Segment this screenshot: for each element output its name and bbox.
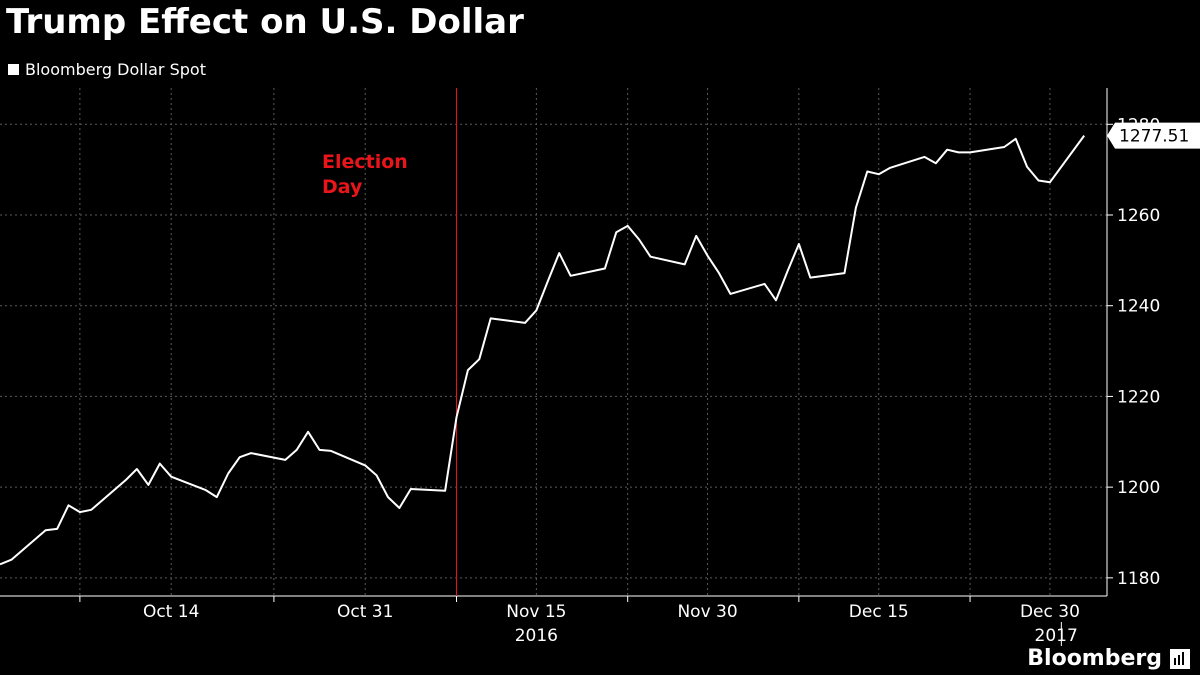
y-tick-label: 1220 [1117, 387, 1160, 407]
x-tick-label: Dec 30 [1020, 602, 1080, 622]
bloomberg-terminal-icon [1170, 648, 1190, 669]
chart-title: Trump Effect on U.S. Dollar [6, 2, 524, 42]
brand-logo: Bloomberg [1027, 646, 1190, 671]
x-tick-label: Oct 31 [337, 602, 393, 622]
legend-label: Bloomberg Dollar Spot [25, 60, 206, 79]
x-tick-label: Dec 15 [849, 602, 909, 622]
y-tick-label: 1240 [1117, 297, 1160, 317]
x-year-label: 2017 [1035, 626, 1078, 646]
y-tick-label: 1180 [1117, 569, 1160, 589]
x-tick-label: Nov 30 [677, 602, 737, 622]
legend-swatch [8, 64, 19, 75]
y-tick-label: 1260 [1117, 206, 1160, 226]
y-tick-label: 1200 [1117, 478, 1160, 498]
x-tick-label: Nov 15 [506, 602, 566, 622]
last-value-label: 1277.51 [1119, 127, 1189, 147]
series-line [0, 135, 1086, 566]
brand-name: Bloomberg [1027, 646, 1162, 671]
annotation-label-line1: Election [322, 151, 408, 173]
annotation-label-line2: Day [322, 176, 363, 198]
x-tick-label: Oct 14 [143, 602, 199, 622]
legend: Bloomberg Dollar Spot [8, 60, 206, 79]
x-year-label: 2016 [515, 626, 558, 646]
last-value-tag [1107, 122, 1200, 149]
